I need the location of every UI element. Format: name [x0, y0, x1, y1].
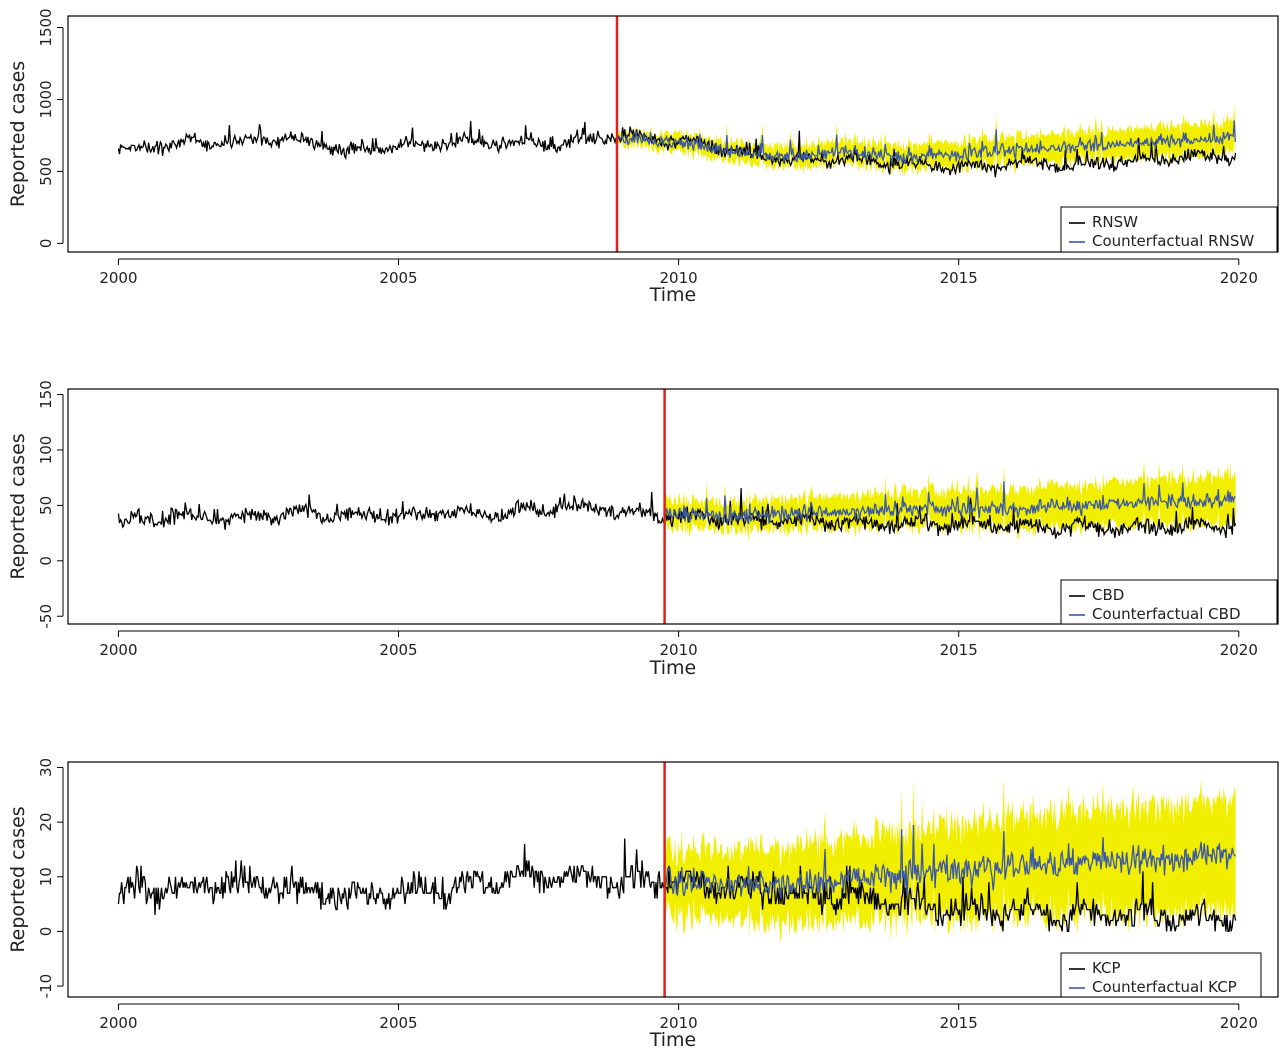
plot-frame — [67, 15, 1279, 253]
x-tick-label: 2000 — [99, 641, 137, 659]
y-axis-title: Reported cases — [7, 61, 29, 207]
counterfactual-series-line — [616, 120, 1236, 165]
counterfactual-series-line — [663, 824, 1237, 899]
x-tick-label: 2005 — [379, 269, 417, 287]
legend-counterfactual-label: Counterfactual RNSW — [1092, 232, 1254, 250]
y-tick-label: 150 — [37, 380, 55, 409]
x-tick-label: 2000 — [99, 269, 137, 287]
y-tick-label: 1500 — [37, 8, 55, 46]
panel-cbd: 2000 2005 2010 2015 2020 Time -50 0 50 100 150 Repo… — [7, 380, 1279, 679]
x-tick-label: 2015 — [940, 269, 978, 287]
x-tick-label: 2000 — [99, 1014, 137, 1032]
y-axis-title: Reported cases — [7, 806, 29, 952]
x-axis-title: Time — [649, 284, 697, 306]
legend-box — [1060, 952, 1262, 998]
y-axis-title: Reported cases — [7, 433, 29, 579]
panel-kcp: 2000 2005 2010 2015 2020 Time -10 0 10 20 30 Report… — [7, 758, 1279, 1051]
plot-frame — [67, 388, 1279, 625]
prediction-interval-band — [617, 103, 1236, 177]
legend-box — [1060, 579, 1278, 625]
legend-observed-label: CBD — [1092, 586, 1124, 604]
legend-observed-label: KCP — [1092, 959, 1121, 977]
y-tick-label: -50 — [37, 604, 55, 629]
legend-box — [1060, 206, 1278, 253]
plot-frame — [67, 761, 1279, 998]
legend-counterfactual-label: Counterfactual CBD — [1092, 605, 1241, 623]
y-tick-label: 0 — [37, 927, 55, 937]
panel-rnsw: 2000 2005 2010 2015 2020 Time 0 500 1000 1500 Repo… — [7, 8, 1279, 306]
x-tick-label: 2010 — [660, 1014, 698, 1032]
x-tick-label: 2005 — [379, 1014, 417, 1032]
x-tick-label: 2005 — [379, 641, 417, 659]
y-tick-label: -10 — [37, 974, 55, 999]
x-axis-title: Time — [649, 657, 697, 679]
x-tick-label: 2020 — [1220, 269, 1258, 287]
x-tick-label: 2010 — [660, 269, 698, 287]
x-tick-label: 2010 — [660, 641, 698, 659]
x-tick-label: 2015 — [940, 1014, 978, 1032]
x-axis-title: Time — [649, 1029, 697, 1051]
x-tick-label: 2020 — [1220, 1014, 1258, 1032]
y-tick-label: 100 — [37, 436, 55, 465]
plot-area — [117, 778, 1237, 943]
observed-series-line — [117, 838, 1237, 933]
y-tick-label: 50 — [37, 496, 55, 515]
legend-observed-label: RNSW — [1092, 213, 1138, 231]
y-tick-label: 10 — [37, 867, 55, 886]
y-tick-label: 30 — [37, 758, 55, 777]
y-tick-label: 0 — [37, 556, 55, 566]
plot-area — [117, 103, 1237, 178]
legend-counterfactual-label: Counterfactual KCP — [1092, 978, 1237, 996]
y-tick-label: 500 — [37, 157, 55, 186]
plot-area — [117, 459, 1237, 542]
y-tick-label: 1000 — [37, 80, 55, 118]
counterfactual-series-line — [664, 481, 1236, 525]
y-tick-label: 0 — [37, 239, 55, 249]
x-tick-label: 2015 — [940, 641, 978, 659]
x-tick-label: 2020 — [1220, 641, 1258, 659]
y-tick-label: 20 — [37, 813, 55, 832]
